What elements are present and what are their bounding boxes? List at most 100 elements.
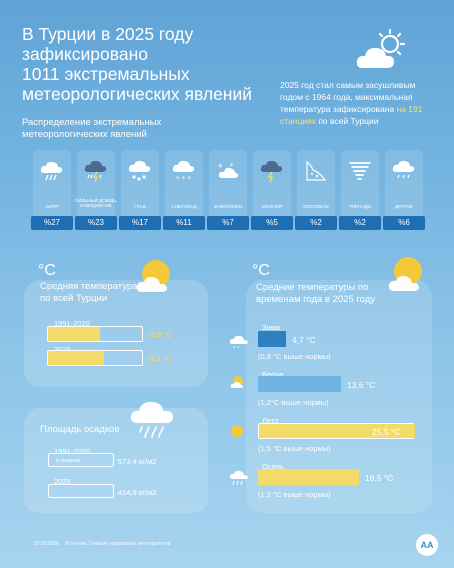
heavy-rain-icon — [84, 160, 107, 183]
agency-logo: AA — [416, 534, 438, 556]
sun-icon — [231, 425, 243, 437]
category-card: СИЛЬНЫЙ ДОЖДЬ, НАВОДНЕНИЕ %23 — [75, 150, 117, 230]
category-value: %27 — [31, 216, 73, 230]
svg-text:*: * — [230, 162, 234, 170]
category-value: %2 — [295, 216, 337, 230]
season-bar — [258, 469, 414, 485]
degree-label: °C — [252, 262, 270, 279]
sun-cloud-outline-icon — [356, 28, 406, 68]
category-value: %6 — [383, 216, 425, 230]
season-name: Лето — [262, 416, 279, 425]
title-line: В Турции в 2025 году — [22, 24, 194, 44]
season-bar-fill — [258, 469, 359, 485]
season-value: 4,7 °C — [292, 335, 316, 345]
snow-icon: * * * — [172, 160, 195, 183]
title-line: зафиксировано — [22, 44, 149, 64]
precip-label: Площадь осадков — [40, 424, 120, 435]
snow-cloud-icon: * * — [229, 335, 248, 350]
season-value: 13,6 °C — [347, 380, 376, 390]
season-note: (1,2°C выше нормы) — [258, 398, 329, 407]
category-name: ТОРНАДО — [348, 204, 372, 209]
season-bar-fill — [258, 376, 341, 392]
lightning-icon — [260, 160, 283, 183]
period-label: 2025 — [54, 477, 71, 486]
category-name: ДРУГОЕ — [395, 204, 413, 209]
category-row: БУРЯ %27 СИЛЬНЫЙ ДОЖДЬ, НАВОДНЕНИЕ %23 Г… — [31, 150, 425, 235]
footer: 20.02.2026 Источник: Главное управление … — [34, 541, 170, 547]
season-name: Осень — [262, 462, 284, 471]
category-card: МОЛНИЯ %5 — [251, 150, 293, 230]
title-line: метеорологических явлений — [22, 84, 253, 104]
season-bar — [258, 423, 415, 439]
precip-bar — [48, 453, 114, 467]
period-label: 2025 — [54, 345, 71, 354]
svg-text:* *: * * — [233, 346, 240, 350]
category-card: ОПОЛЗЕНЬ %2 — [295, 150, 337, 230]
season-note: (1,5 °C выше нормы) — [258, 444, 331, 453]
temp-value: 13,9 °C — [147, 330, 173, 339]
season-bar — [258, 331, 414, 347]
category-card: БУРЯ %27 — [31, 150, 73, 230]
rain-cloud-small-icon — [229, 470, 248, 486]
period-sublabel: в среднем — [56, 458, 80, 464]
precip-bar — [48, 484, 114, 498]
temp-bar — [47, 326, 143, 342]
side-note: 2025 год стал самым засушливым годом с 1… — [280, 79, 440, 127]
category-value: %2 — [339, 216, 381, 230]
category-value: %7 — [207, 216, 249, 230]
sun-cloud-icon — [388, 257, 422, 291]
season-note: (1,2 °C выше нормы) — [258, 490, 331, 499]
category-name: МОЛНИЯ — [261, 204, 283, 209]
season-value: 16,5 °C — [365, 473, 394, 483]
season-name: Зима — [262, 323, 281, 332]
category-card: ДРУГОЕ %6 — [383, 150, 425, 230]
subtitle: Распределение экстремальных метеорологич… — [22, 117, 162, 140]
precip-value: 573,4 кг/м2 — [118, 457, 157, 466]
svg-text:* * *: * * * — [176, 175, 191, 183]
category-card: ГРАД %17 — [119, 150, 161, 230]
category-card: * * ЗАМОРОЗКИ %7 — [207, 150, 249, 230]
other-icon — [392, 160, 415, 179]
note-text: 2025 год стал самым засушливым годом с 1… — [280, 80, 416, 114]
sun-cloud-icon — [136, 260, 170, 292]
period-label: 1991-2020 — [54, 319, 90, 328]
frost-icon: * * — [218, 162, 239, 178]
avg-temp-label: Средняя температура по всей Турции — [40, 281, 138, 304]
category-card: ТОРНАДО %2 — [339, 150, 381, 230]
category-name: ЗАМОРОЗКИ — [213, 204, 243, 209]
category-name: СИЛЬНЫЙ ДОЖДЬ, НАВОДНЕНИЕ — [74, 198, 118, 208]
category-value: %17 — [119, 216, 161, 230]
footer-date: 20.02.2026 — [34, 541, 60, 547]
seasons-label: Средние температуры по временам года в 2… — [256, 282, 376, 305]
landslide-icon — [306, 160, 327, 181]
category-name: СНЕГОПАД — [171, 204, 197, 209]
hail-icon — [128, 160, 151, 181]
category-value: %11 — [163, 216, 205, 230]
tornado-icon — [349, 162, 371, 180]
note-text-end: по всей Турции — [318, 116, 379, 126]
title-line: 1011 экстремальных — [22, 64, 190, 84]
season-value: 25,5 °C — [372, 427, 401, 437]
degree-label: °C — [38, 262, 56, 279]
storm-icon — [40, 161, 63, 181]
temp-bar-fill — [48, 351, 105, 365]
temp-value: 15,1 °C — [147, 354, 173, 363]
temp-bar — [47, 350, 143, 366]
footer-source: Источник: Главное управление метеорологи… — [64, 541, 171, 547]
rain-cloud-icon — [130, 401, 173, 438]
category-card: * * * СНЕГОПАД %11 — [163, 150, 205, 230]
sun-cloud-small-icon — [230, 376, 243, 388]
category-name: ОПОЛЗЕНЬ — [303, 204, 329, 209]
season-note: (0,8 °C выше нормы) — [258, 352, 331, 361]
svg-text:*: * — [218, 163, 223, 173]
season-bar — [258, 376, 414, 392]
season-name: Весна — [262, 370, 284, 379]
season-bar-fill — [258, 331, 286, 347]
category-name: ГРАД — [134, 204, 146, 209]
category-value: %23 — [75, 216, 117, 230]
period-label: 1991-2020 — [54, 447, 90, 456]
precip-value: 414,9 кг/м2 — [118, 488, 157, 497]
page-title: В Турции в 2025 году зафиксировано 1011 … — [22, 24, 282, 104]
category-value: %5 — [251, 216, 293, 230]
precip-panel — [24, 408, 208, 513]
